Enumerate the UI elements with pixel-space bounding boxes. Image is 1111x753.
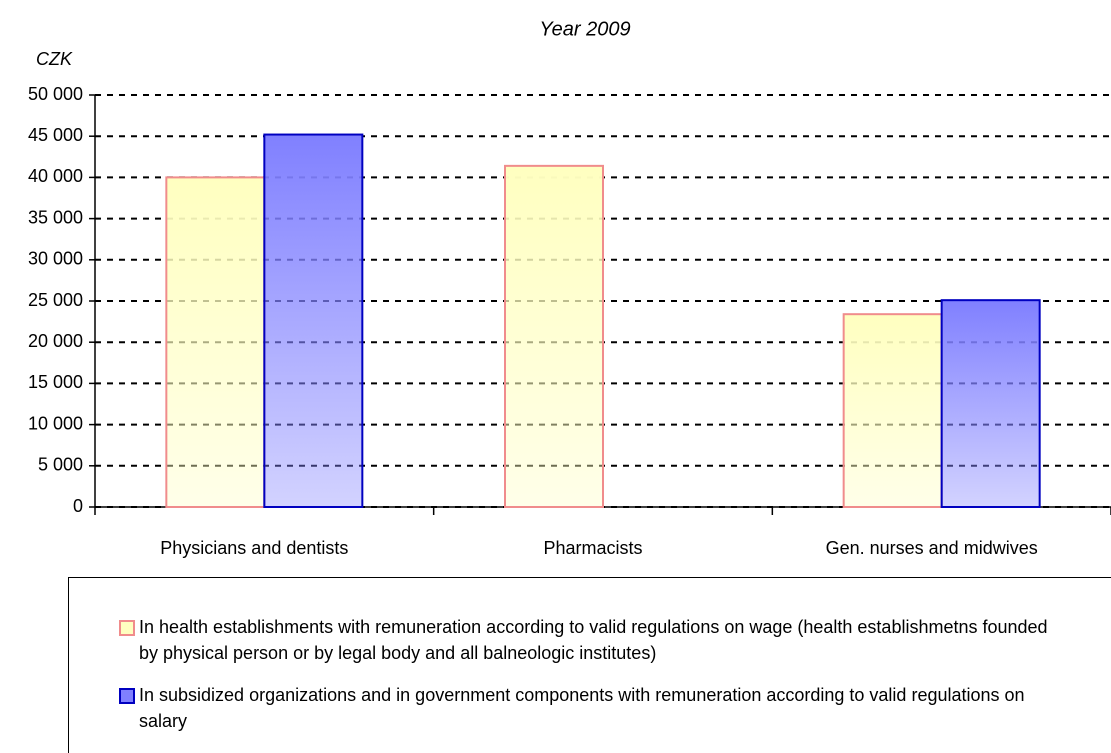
y-axis-label: CZK xyxy=(36,49,73,69)
y-tick-label: 30 000 xyxy=(28,249,83,269)
legend: In health establishments with remunerati… xyxy=(68,577,1111,753)
bar xyxy=(165,176,266,508)
legend-swatch xyxy=(119,620,135,636)
bar xyxy=(842,313,943,508)
bar xyxy=(263,133,364,508)
legend-item: In health establishments with remunerati… xyxy=(119,614,1069,666)
bar xyxy=(504,164,604,508)
x-tick-label: Pharmacists xyxy=(543,538,642,558)
y-tick-label: 20 000 xyxy=(28,331,83,351)
y-tick-label: 5 000 xyxy=(38,455,83,475)
legend-label: In subsidized organizations and in gover… xyxy=(139,685,1025,731)
y-tick-label: 10 000 xyxy=(28,413,83,433)
legend-label: In health establishments with remunerati… xyxy=(139,617,1048,663)
y-tick-label: 0 xyxy=(73,496,83,516)
y-tick-label: 25 000 xyxy=(28,290,83,310)
bar xyxy=(940,299,1041,508)
chart-title: Year 2009 xyxy=(539,18,630,40)
x-tick-label: Gen. nurses and midwives xyxy=(826,538,1038,558)
y-tick-label: 15 000 xyxy=(28,372,83,392)
y-tick-label: 50 000 xyxy=(28,84,83,104)
x-tick-label: Physicians and dentists xyxy=(160,538,348,558)
legend-item: In subsidized organizations and in gover… xyxy=(119,682,1069,734)
legend-swatch xyxy=(119,688,135,704)
chart: Year 2009 CZK 0 5 000 10 000 15 000 20 000 25… xyxy=(28,18,1111,558)
y-tick-label: 35 000 xyxy=(28,207,83,227)
y-tick-label: 45 000 xyxy=(28,125,83,145)
y-tick-label: 40 000 xyxy=(28,166,83,186)
